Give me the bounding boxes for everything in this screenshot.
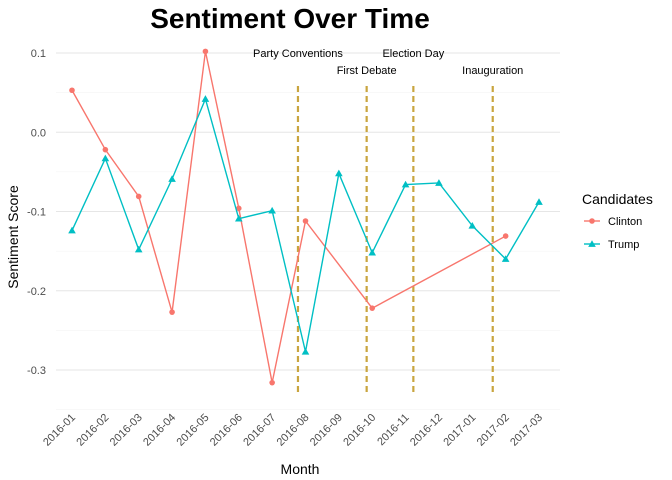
x-tick-label: 2016-11 (375, 412, 411, 448)
event-label: First Debate (337, 65, 397, 77)
data-point-trump (468, 221, 477, 229)
data-point-trump (134, 245, 143, 253)
x-tick-label: 2016-06 (208, 412, 245, 449)
event-label: Election Day (382, 48, 444, 60)
x-tick-label: 2017-03 (508, 412, 545, 449)
data-point-clinton (502, 233, 509, 239)
y-tick-label: 0.1 (31, 48, 46, 60)
legend-triangle-icon (588, 240, 596, 247)
data-point-clinton (69, 87, 75, 94)
data-point-clinton (369, 305, 376, 311)
x-tick-label: 2017-01 (441, 412, 478, 449)
series-line-trump (71, 96, 540, 352)
data-point-clinton (235, 205, 242, 212)
y-tick-label: -0.2 (27, 286, 46, 298)
data-point-trump (435, 179, 443, 186)
data-point-trump (234, 214, 243, 222)
x-tick-label: 2016-09 (308, 412, 345, 449)
annotation-layer: Party Conventions First Debate Election Da… (253, 48, 523, 396)
y-tick-label: 0.0 (31, 127, 46, 139)
data-point-trump (301, 347, 310, 355)
legend-title: Candidates (582, 191, 653, 207)
y-axis-title: Sentiment Score (5, 185, 21, 289)
x-tick-label: 2016-02 (74, 412, 111, 449)
data-point-clinton (302, 218, 309, 224)
legend-label: Clinton (608, 216, 642, 228)
data-point-trump (501, 255, 510, 262)
data-point-trump (268, 206, 276, 214)
event-label: Party Conventions (253, 48, 343, 60)
series-line-clinton (71, 51, 506, 383)
x-tick-label: 2017-02 (475, 412, 512, 449)
data-point-trump (168, 175, 176, 182)
legend-label: Trump (608, 239, 639, 251)
data-point-trump (401, 180, 410, 188)
data-point-trump (535, 198, 543, 205)
x-tick-label: 2016-08 (275, 412, 312, 449)
data-point-trump (368, 248, 377, 256)
x-axis-title: Month (281, 461, 320, 477)
x-tick-label: 2016-05 (175, 412, 212, 449)
data-point-trump (68, 226, 76, 234)
legend: Candidates Clinton Trump (582, 191, 653, 251)
data-point-trump (101, 154, 110, 162)
data-point-clinton (169, 309, 175, 315)
data-point-clinton (102, 146, 109, 153)
chart-title: Sentiment Over Time (150, 3, 430, 34)
y-tick-label: -0.1 (27, 207, 46, 219)
x-tick-label: 2016-01 (41, 412, 78, 449)
x-tick-label: 2016-12 (408, 412, 445, 449)
grid-layer (56, 52, 560, 410)
x-tick-label: 2016-03 (108, 412, 145, 449)
data-point-clinton (269, 379, 275, 386)
data-point-clinton (135, 193, 142, 200)
legend-circle-icon (589, 218, 595, 224)
x-tick-label: 2016-04 (141, 412, 178, 449)
x-tick-label: 2016-07 (241, 412, 278, 449)
axis-layer: 0.10.0-0.1-0.2-0.32016-012016-022016-032… (27, 48, 545, 449)
data-point-trump (201, 95, 210, 102)
x-tick-label: 2016-10 (341, 412, 378, 449)
y-tick-label: -0.3 (27, 365, 46, 377)
event-label: Inauguration (462, 65, 523, 77)
data-point-clinton (202, 48, 209, 55)
data-point-trump (335, 169, 343, 177)
series-layer (68, 48, 543, 386)
